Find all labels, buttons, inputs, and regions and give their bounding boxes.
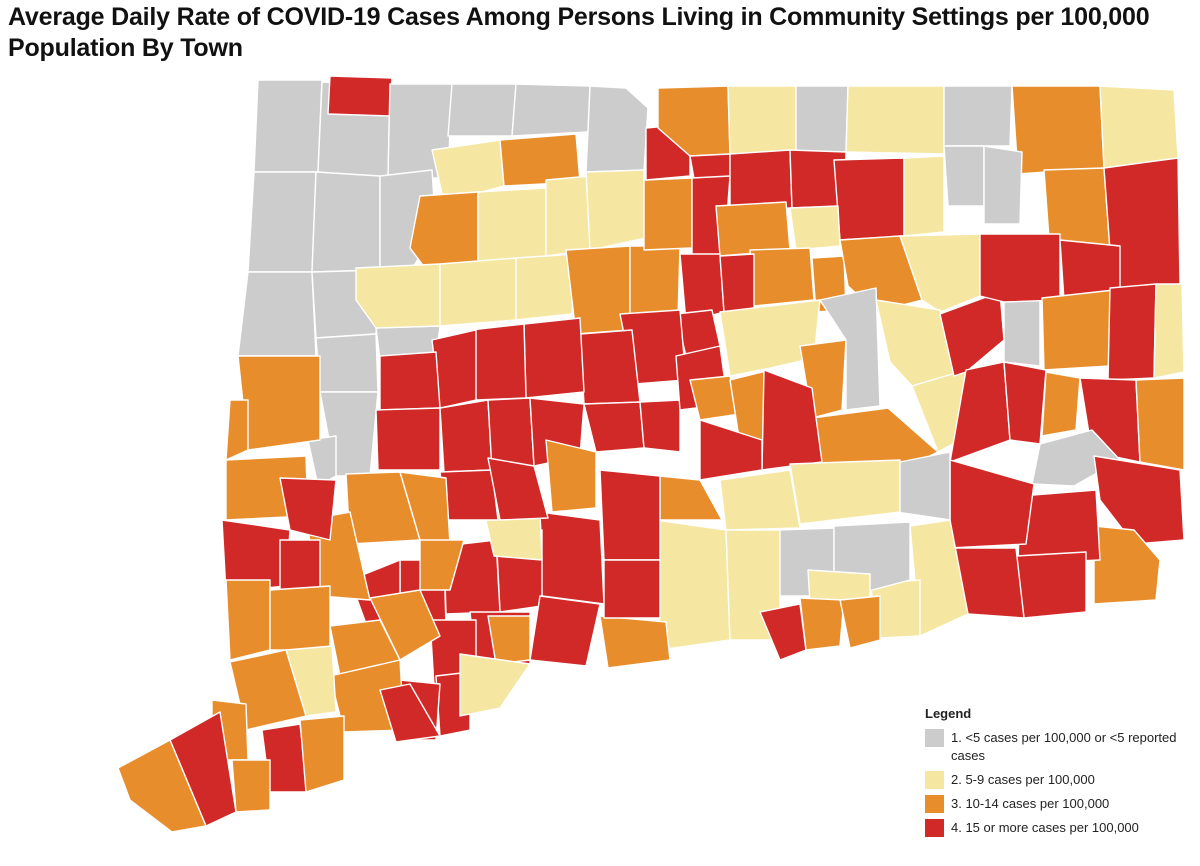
town-region	[459, 653, 531, 717]
town-region	[983, 145, 1023, 225]
town-region	[1011, 85, 1105, 175]
legend-item-cat2: 2. 5-9 cases per 100,000	[925, 771, 1185, 789]
town-region	[1135, 377, 1185, 471]
town-region	[439, 257, 517, 327]
town-region	[487, 615, 531, 665]
town-region	[1093, 455, 1185, 545]
town-region	[439, 399, 493, 473]
town-region	[247, 171, 317, 273]
town-region	[1107, 283, 1157, 381]
town-region	[943, 145, 985, 207]
town-regions	[117, 75, 1185, 833]
town-region	[375, 407, 441, 471]
town-region	[599, 615, 671, 669]
town-region	[1153, 283, 1185, 379]
town-region	[699, 419, 763, 481]
town-region	[603, 559, 661, 619]
town-region	[315, 333, 379, 393]
town-region	[761, 369, 823, 471]
town-region	[585, 169, 647, 251]
town-region	[795, 85, 849, 155]
town-region	[639, 399, 681, 453]
town-region	[237, 355, 321, 451]
town-region	[583, 401, 645, 453]
legend-swatch-cat1	[925, 729, 944, 747]
legend-title: Legend	[925, 706, 972, 721]
town-region	[225, 399, 249, 461]
town-region	[1093, 525, 1161, 605]
town-region	[819, 287, 881, 411]
town-region	[659, 475, 723, 521]
town-region	[307, 435, 337, 487]
town-region	[1099, 85, 1179, 169]
map-legend: Legend 1. <5 cases per 100,000 or <5 rep…	[925, 706, 1185, 843]
town-region	[719, 253, 755, 313]
town-region	[643, 177, 693, 251]
town-region	[523, 317, 585, 399]
legend-item-cat4: 4. 15 or more cases per 100,000	[925, 819, 1185, 837]
town-region	[1015, 551, 1087, 619]
town-region	[1003, 299, 1041, 367]
legend-swatch-cat4	[925, 819, 944, 837]
town-region	[943, 85, 1013, 147]
town-region	[719, 469, 801, 531]
legend-label-cat4: 4. 15 or more cases per 100,000	[951, 820, 1139, 835]
town-region	[469, 323, 527, 401]
town-region	[355, 263, 441, 329]
legend-label-cat1: 1. <5 cases per 100,000 or <5 reported c…	[951, 730, 1177, 763]
town-region	[253, 79, 323, 173]
town-region	[477, 187, 547, 263]
legend-item-cat1: 1. <5 cases per 100,000 or <5 reported c…	[925, 729, 1185, 765]
town-region	[545, 175, 591, 257]
town-region	[949, 459, 1035, 549]
town-region	[539, 511, 605, 605]
town-region	[409, 191, 479, 273]
town-region	[379, 683, 441, 743]
town-region	[979, 233, 1061, 303]
town-region	[585, 85, 649, 173]
town-region	[715, 201, 791, 257]
legend-swatch-cat3	[925, 795, 944, 813]
town-region	[299, 715, 345, 793]
town-region	[895, 451, 951, 521]
town-region	[279, 477, 337, 541]
town-region	[833, 157, 905, 241]
town-region	[903, 155, 945, 237]
town-region	[799, 597, 845, 651]
town-region	[225, 579, 271, 661]
page-title: Average Daily Rate of COVID-19 Cases Amo…	[8, 3, 1150, 62]
town-region	[231, 759, 271, 813]
town-region	[487, 457, 549, 521]
town-region	[845, 85, 945, 155]
town-region	[729, 149, 793, 211]
town-region	[327, 75, 393, 117]
town-region	[515, 253, 577, 321]
legend-swatch-cat2	[925, 771, 944, 789]
town-region	[599, 469, 661, 561]
town-region	[237, 271, 317, 357]
town-region	[839, 595, 881, 649]
town-region	[529, 595, 601, 667]
town-region	[727, 85, 797, 155]
town-region	[1041, 371, 1081, 437]
legend-item-cat3: 3. 10-14 cases per 100,000	[925, 795, 1185, 813]
town-region	[379, 351, 441, 411]
town-region	[545, 439, 597, 513]
legend-label-cat2: 2. 5-9 cases per 100,000	[951, 772, 1095, 787]
town-region	[789, 205, 841, 251]
town-region	[117, 739, 207, 833]
town-region	[579, 329, 641, 405]
town-region	[1041, 289, 1115, 371]
town-region	[899, 233, 981, 313]
town-region	[419, 539, 465, 591]
town-region	[789, 459, 901, 525]
legend-label-cat3: 3. 10-14 cases per 100,000	[951, 796, 1110, 811]
town-region	[447, 83, 517, 137]
town-region	[1003, 361, 1047, 445]
town-region	[511, 83, 591, 137]
town-region	[269, 585, 331, 651]
town-region	[311, 171, 381, 273]
town-region	[749, 247, 815, 307]
